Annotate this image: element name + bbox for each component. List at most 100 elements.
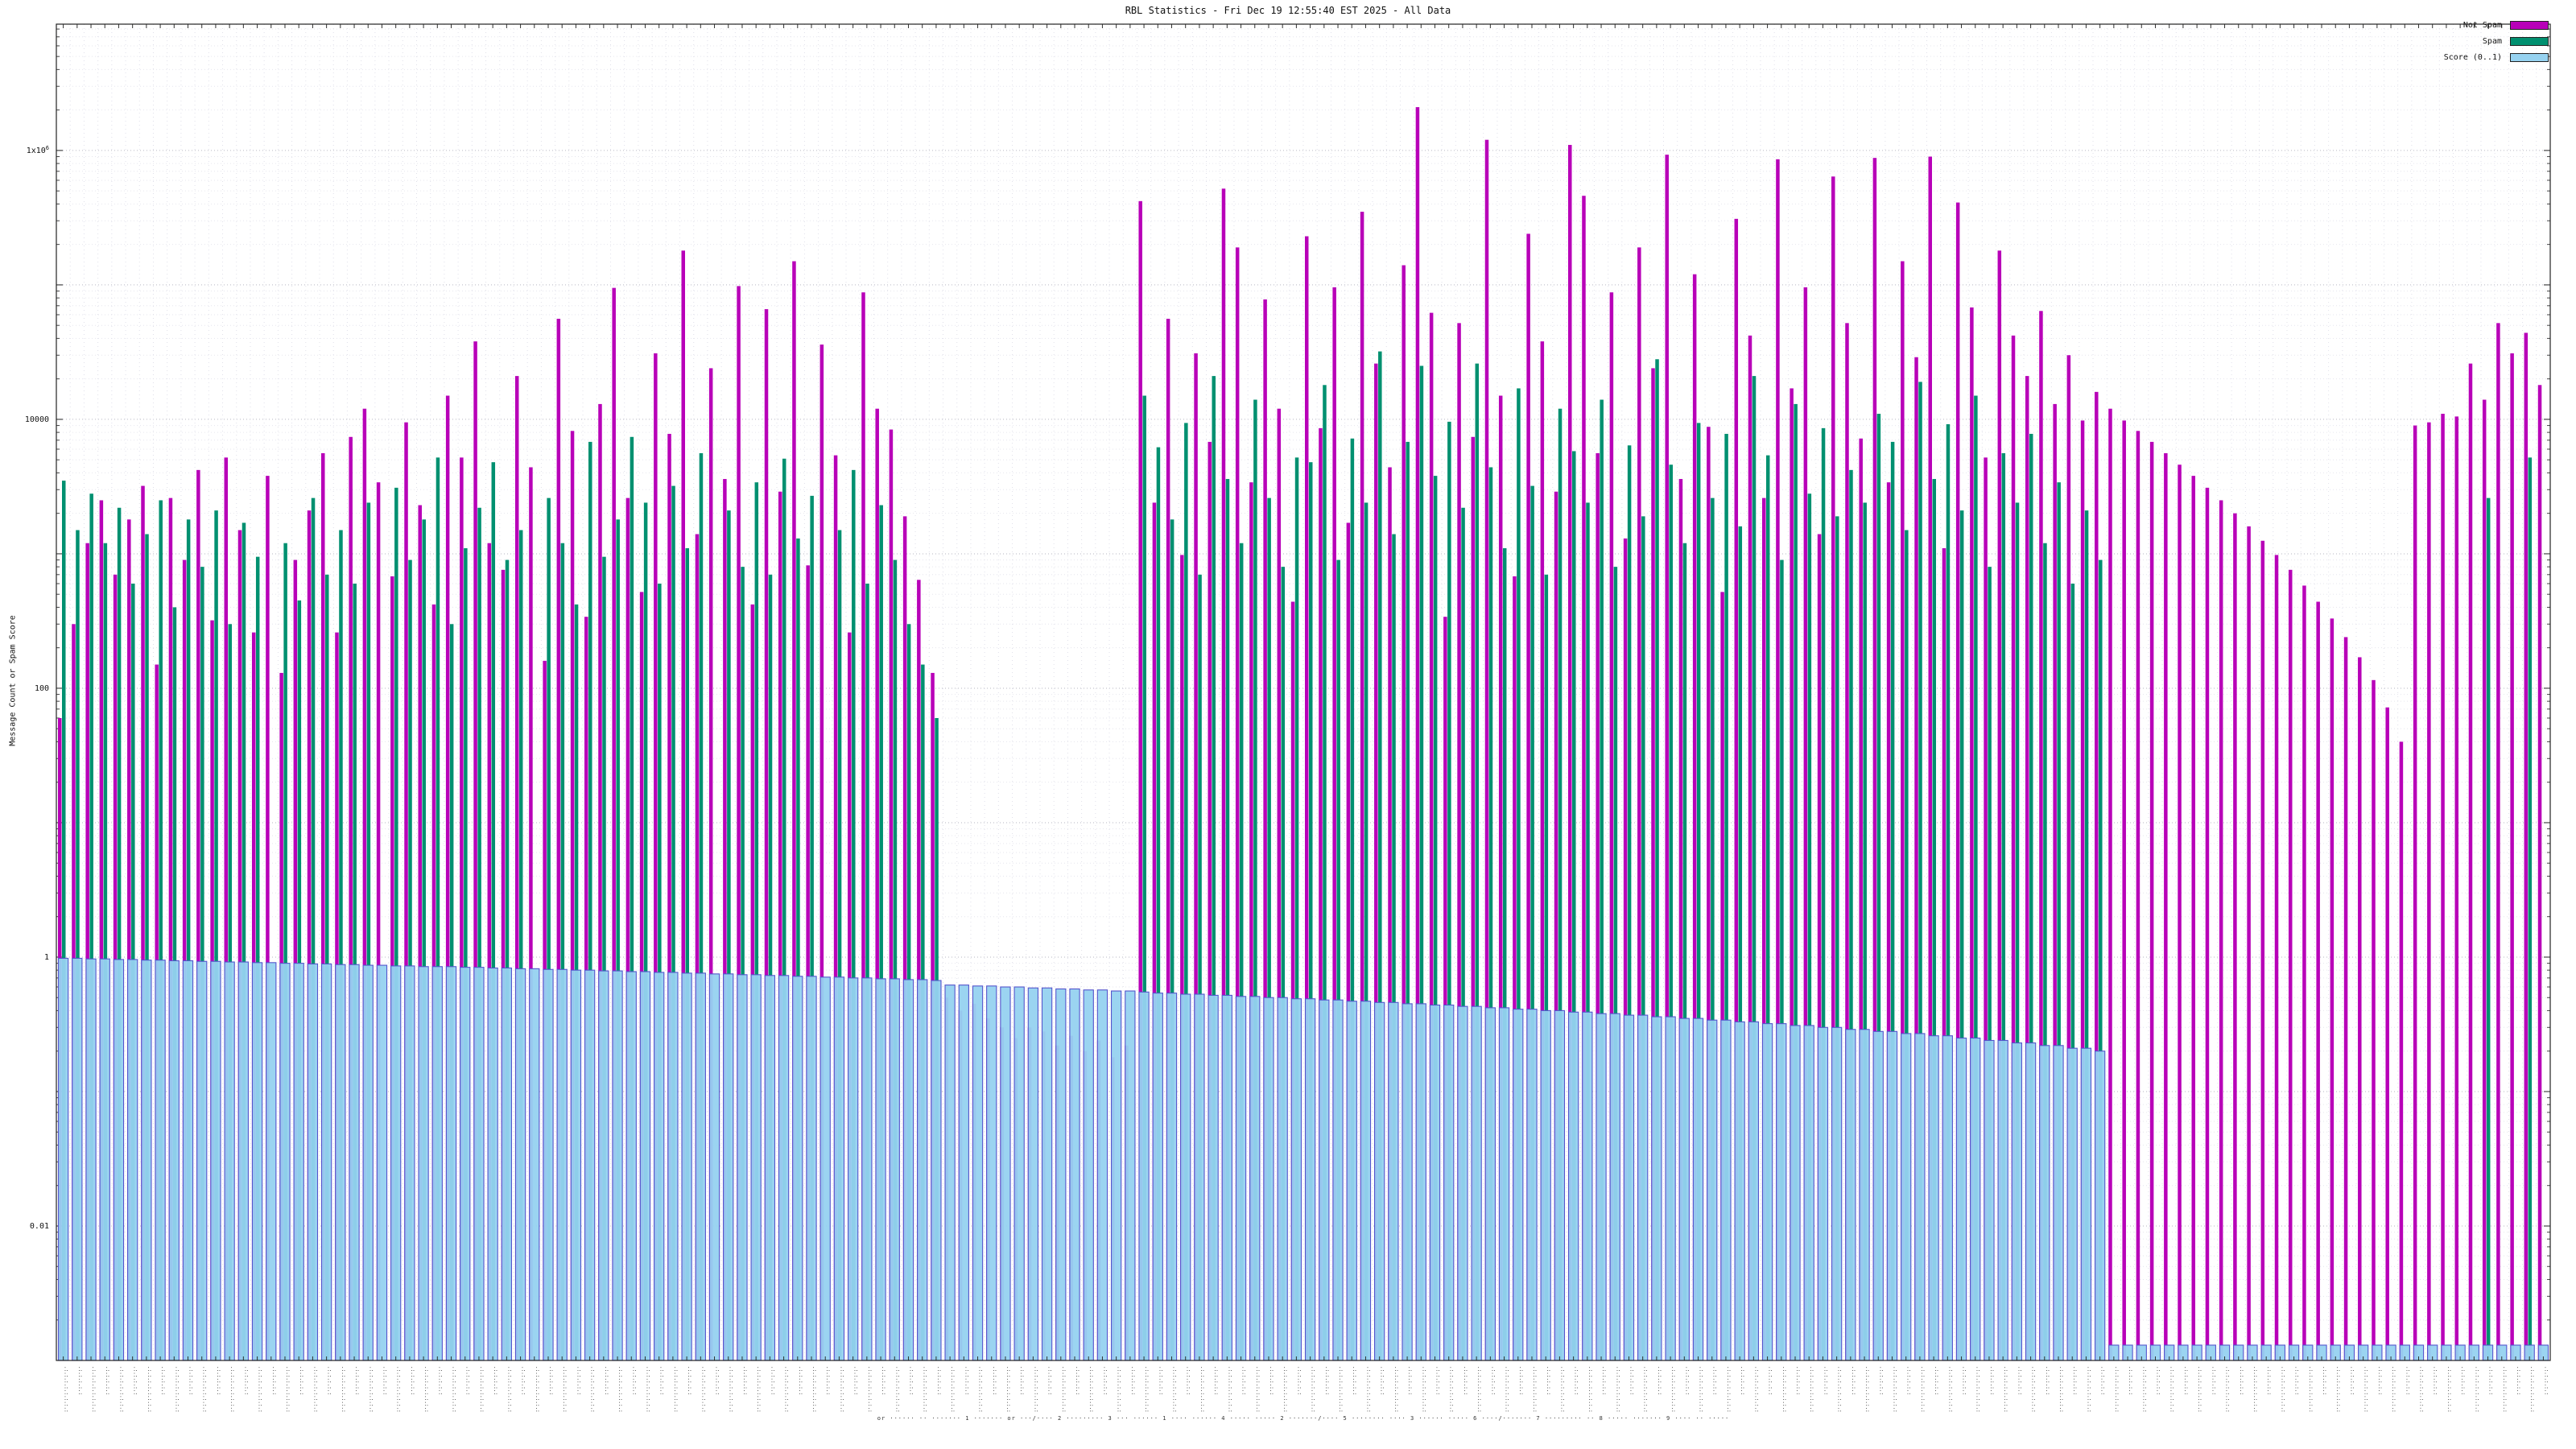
svg-text:.:.:.:.:.:.:.:.:: .:.:.:.:.:.:.:.:	[2280, 1366, 2285, 1413]
svg-text:10000: 10000	[25, 415, 49, 424]
svg-text:.:.:.:.:.:.:.:.:: .:.:.:.:.:.:.:.:	[1864, 1366, 1870, 1413]
svg-text:.:.:.:.:.:: .:.:.:.:.:	[2017, 1366, 2022, 1395]
spam-swatch-icon	[2510, 37, 2549, 46]
svg-text:.:.:.:.:.:: .:.:.:.:.:	[2266, 1366, 2272, 1395]
svg-text:.:.:.:.:.:: .:.:.:.:.:	[742, 1366, 748, 1395]
svg-text:.:.:.:.:.:: .:.:.:.:.:	[216, 1366, 221, 1395]
legend-row-spam: Spam	[2483, 37, 2549, 46]
svg-text:.:.:.:.:.:.:.:.:: .:.:.:.:.:.:.:.:	[1505, 1366, 1510, 1413]
svg-text:.:.:.:.:.:: .:.:.:.:.:	[1629, 1366, 1634, 1395]
svg-text:.:.:.:.:.:: .:.:.:.:.:	[354, 1366, 360, 1395]
svg-text:.:.:.:.:.:: .:.:.:.:.:	[2239, 1366, 2244, 1395]
svg-text:.:.:.:.:.:.:.:.:: .:.:.:.:.:.:.:.:	[784, 1366, 790, 1413]
svg-text:.:.:.:.:.:: .:.:.:.:.:	[2405, 1366, 2410, 1395]
vertical-gridlines	[56, 24, 2551, 1360]
svg-text:1x106: 1x106	[27, 145, 49, 155]
svg-text:.:.:.:.:.:.:.:.:: .:.:.:.:.:.:.:.:	[396, 1366, 402, 1413]
svg-text:.:.:.:.:.:: .:.:.:.:.:	[1989, 1366, 1995, 1395]
svg-text:.:.:.:.:.:: .:.:.:.:.:	[881, 1366, 886, 1395]
svg-text:.:.:.:.:.:.:.:.:: .:.:.:.:.:.:.:.:	[2086, 1366, 2091, 1413]
svg-text:.:.:.:.:.:: .:.:.:.:.:	[2516, 1366, 2521, 1395]
svg-text:.:.:.:.:.:.:.:.:: .:.:.:.:.:.:.:.:	[1144, 1366, 1150, 1413]
svg-text:.:.:.:.:.:.:.:.:: .:.:.:.:.:.:.:.:	[2252, 1366, 2258, 1413]
svg-text:.:.:.:.:.:.:.:.:: .:.:.:.:.:.:.:.:	[91, 1366, 97, 1413]
svg-text:.:.:.:.:.:: .:.:.:.:.:	[1296, 1366, 1302, 1395]
svg-text:.:.:.:.:.:: .:.:.:.:.:	[493, 1366, 498, 1395]
svg-text:.:.:.:.:.:.:.:.:: .:.:.:.:.:.:.:.:	[839, 1366, 844, 1413]
svg-text:.:.:.:.:.:.:.:.:: .:.:.:.:.:.:.:.:	[1892, 1366, 1897, 1413]
svg-text:.:.:.:.:.:.:.:.:: .:.:.:.:.:.:.:.:	[1255, 1366, 1261, 1413]
svg-text:.:.:.:.:.:.:.:.:: .:.:.:.:.:.:.:.:	[2141, 1366, 2147, 1413]
svg-text:.:.:.:.:.:.:.:.:: .:.:.:.:.:.:.:.:	[174, 1366, 180, 1413]
series-score-bars	[57, 957, 2549, 1361]
svg-text:.:.:.:.:.:.:.:.:: .:.:.:.:.:.:.:.:	[2502, 1366, 2508, 1413]
svg-text:.:.:.:.:.:: .:.:.:.:.:	[1269, 1366, 1274, 1395]
svg-text:.:.:.:.:.:.:.:.:: .:.:.:.:.:.:.:.:	[1643, 1366, 1649, 1413]
svg-text:.:.:.:.:.:: .:.:.:.:.:	[1518, 1366, 1524, 1395]
svg-text:.:.:.:.:.:.:.:.:: .:.:.:.:.:.:.:.:	[1837, 1366, 1843, 1413]
legend-row-score: Score (0..1)	[2444, 53, 2549, 62]
svg-text:.:.:.:.:.:: .:.:.:.:.:	[687, 1366, 692, 1395]
svg-text:.:.:.:.:.:: .:.:.:.:.:	[437, 1366, 443, 1395]
svg-text:.:.:.:.:.:.:.:.:: .:.:.:.:.:.:.:.:	[756, 1366, 762, 1413]
svg-text:.:.:.:.:.:.:.:.:: .:.:.:.:.:.:.:.:	[1421, 1366, 1426, 1413]
svg-text:.:.:.:.:.:: .:.:.:.:.:	[2072, 1366, 2078, 1395]
svg-text:.:.:.:.:.:.:.:.:: .:.:.:.:.:.:.:.:	[1699, 1366, 1704, 1413]
svg-text:.:.:.:.:.:.:.:.:: .:.:.:.:.:.:.:.:	[923, 1366, 928, 1413]
svg-text:.:.:.:.:.:: .:.:.:.:.:	[548, 1366, 554, 1395]
svg-text:.:.:.:.:.:.:.:.:: .:.:.:.:.:.:.:.:	[506, 1366, 512, 1413]
svg-text:.:.:.:.:.:: .:.:.:.:.:	[964, 1366, 969, 1395]
svg-text:.:.:.:.:.:.:.:.:: .:.:.:.:.:.:.:.:	[202, 1366, 208, 1413]
svg-text:.:.:.:.:.:: .:.:.:.:.:	[992, 1366, 997, 1395]
svg-text:.:.:.:.:.:.:.:.:: .:.:.:.:.:.:.:.:	[1975, 1366, 1981, 1413]
svg-text:.:.:.:.:.:.:.:.:: .:.:.:.:.:.:.:.:	[1726, 1366, 1732, 1413]
svg-text:.:.:.:.:.:.:.:.:: .:.:.:.:.:.:.:.:	[2114, 1366, 2120, 1413]
svg-text:.:.:.:.:.:: .:.:.:.:.:	[465, 1366, 471, 1395]
svg-text:.:.:.:.:.:: .:.:.:.:.:	[1601, 1366, 1607, 1395]
svg-text:.:.:.:.:.:: .:.:.:.:.:	[2433, 1366, 2438, 1395]
svg-text:.:.:.:.:.:: .:.:.:.:.:	[1934, 1366, 1939, 1395]
svg-text:.:.:.:.:.:: .:.:.:.:.:	[936, 1366, 942, 1395]
svg-text:.:.:.:.:.:: .:.:.:.:.:	[521, 1366, 526, 1395]
svg-text:.:.:.:.:.:.:.:.:: .:.:.:.:.:.:.:.:	[535, 1366, 540, 1413]
svg-text:.:.:.:.:.:.:.:.:: .:.:.:.:.:.:.:.:	[2474, 1366, 2479, 1413]
svg-text:.:.:.:.:.:.:.:.:: .:.:.:.:.:.:.:.:	[1670, 1366, 1676, 1413]
svg-text:.:.:.:.:.:: .:.:.:.:.:	[908, 1366, 914, 1395]
svg-text:.:.:.:.:.:: .:.:.:.:.:	[1102, 1366, 1108, 1395]
svg-text:.:.:.:.:.:: .:.:.:.:.:	[2183, 1366, 2189, 1395]
svg-text:.:.:.:.:.:.:.:.:: .:.:.:.:.:.:.:.:	[1947, 1366, 1953, 1413]
svg-text:.:.:.:.:.:: .:.:.:.:.:	[2488, 1366, 2494, 1395]
x-axis-ticks: .:.:.:.:.:.:.:.:.:.:.:.:.:.:.:.:.:.:.:.:…	[63, 24, 2549, 1413]
svg-text:.:.:.:.:.:.:.:.:: .:.:.:.:.:.:.:.:	[1393, 1366, 1399, 1413]
series-spam-bars	[62, 351, 2533, 1361]
svg-text:.:.:.:.:.:.:.:.:: .:.:.:.:.:.:.:.:	[2418, 1366, 2424, 1413]
svg-text:.:.:.:.:.:.:.:.:: .:.:.:.:.:.:.:.:	[2363, 1366, 2369, 1413]
svg-text:.:.:.:.:.:.:.:.:: .:.:.:.:.:.:.:.:	[258, 1366, 263, 1413]
svg-text:.:.:.:.:.:: .:.:.:.:.:	[105, 1366, 110, 1395]
svg-text:.:.:.:.:.:.:.:.:: .:.:.:.:.:.:.:.:	[1171, 1366, 1177, 1413]
svg-text:.:.:.:.:.:: .:.:.:.:.:	[2322, 1366, 2327, 1395]
svg-text:.:.:.:.:.:: .:.:.:.:.:	[1795, 1366, 1801, 1395]
svg-text:.:.:.:.:.:: .:.:.:.:.:	[243, 1366, 249, 1395]
score-swatch-icon	[2510, 53, 2549, 62]
legend-label-score: Score (0..1)	[2443, 53, 2502, 62]
svg-text:.:.:.:.:.:: .:.:.:.:.:	[2045, 1366, 2050, 1395]
svg-text:.:.:.:.:.:.:.:.:: .:.:.:.:.:.:.:.:	[2225, 1366, 2231, 1413]
svg-text:.:.:.:.:.:.:.:.:: .:.:.:.:.:.:.:.:	[645, 1366, 650, 1413]
svg-text:.:.:.:.:.:.:.:.:: .:.:.:.:.:.:.:.:	[1033, 1366, 1038, 1413]
svg-text:.:.:.:.:.:.:.:.:: .:.:.:.:.:.:.:.:	[1061, 1366, 1067, 1413]
svg-text:.:.:.:.:.:: .:.:.:.:.:	[1463, 1366, 1468, 1395]
svg-text:.:.:.:.:.:: .:.:.:.:.:	[2100, 1366, 2106, 1395]
svg-text:.:.:.:.:.:: .:.:.:.:.:	[1740, 1366, 1745, 1395]
svg-text:.:.:.:.:.:.:.:.:: .:.:.:.:.:.:.:.:	[1476, 1366, 1482, 1413]
svg-text:.:.:.:.:.:: .:.:.:.:.:	[1878, 1366, 1884, 1395]
svg-text:.:.:.:.:.:: .:.:.:.:.:	[1574, 1366, 1579, 1395]
svg-text:.:.:.:.:.:: .:.:.:.:.:	[2349, 1366, 2355, 1395]
svg-text:.:.:.:.:.:.:.:.:: .:.:.:.:.:.:.:.:	[1311, 1366, 1316, 1413]
svg-text:100: 100	[35, 684, 49, 693]
svg-text:.:.:.:.:.:: .:.:.:.:.:	[299, 1366, 304, 1395]
svg-text:.:.:.:.:.:.:.:.:: .:.:.:.:.:.:.:.:	[562, 1366, 568, 1413]
svg-text:.:.:.:.:.:: .:.:.:.:.:	[798, 1366, 803, 1395]
svg-text:.:.:.:.:.:: .:.:.:.:.:	[1657, 1366, 1662, 1395]
